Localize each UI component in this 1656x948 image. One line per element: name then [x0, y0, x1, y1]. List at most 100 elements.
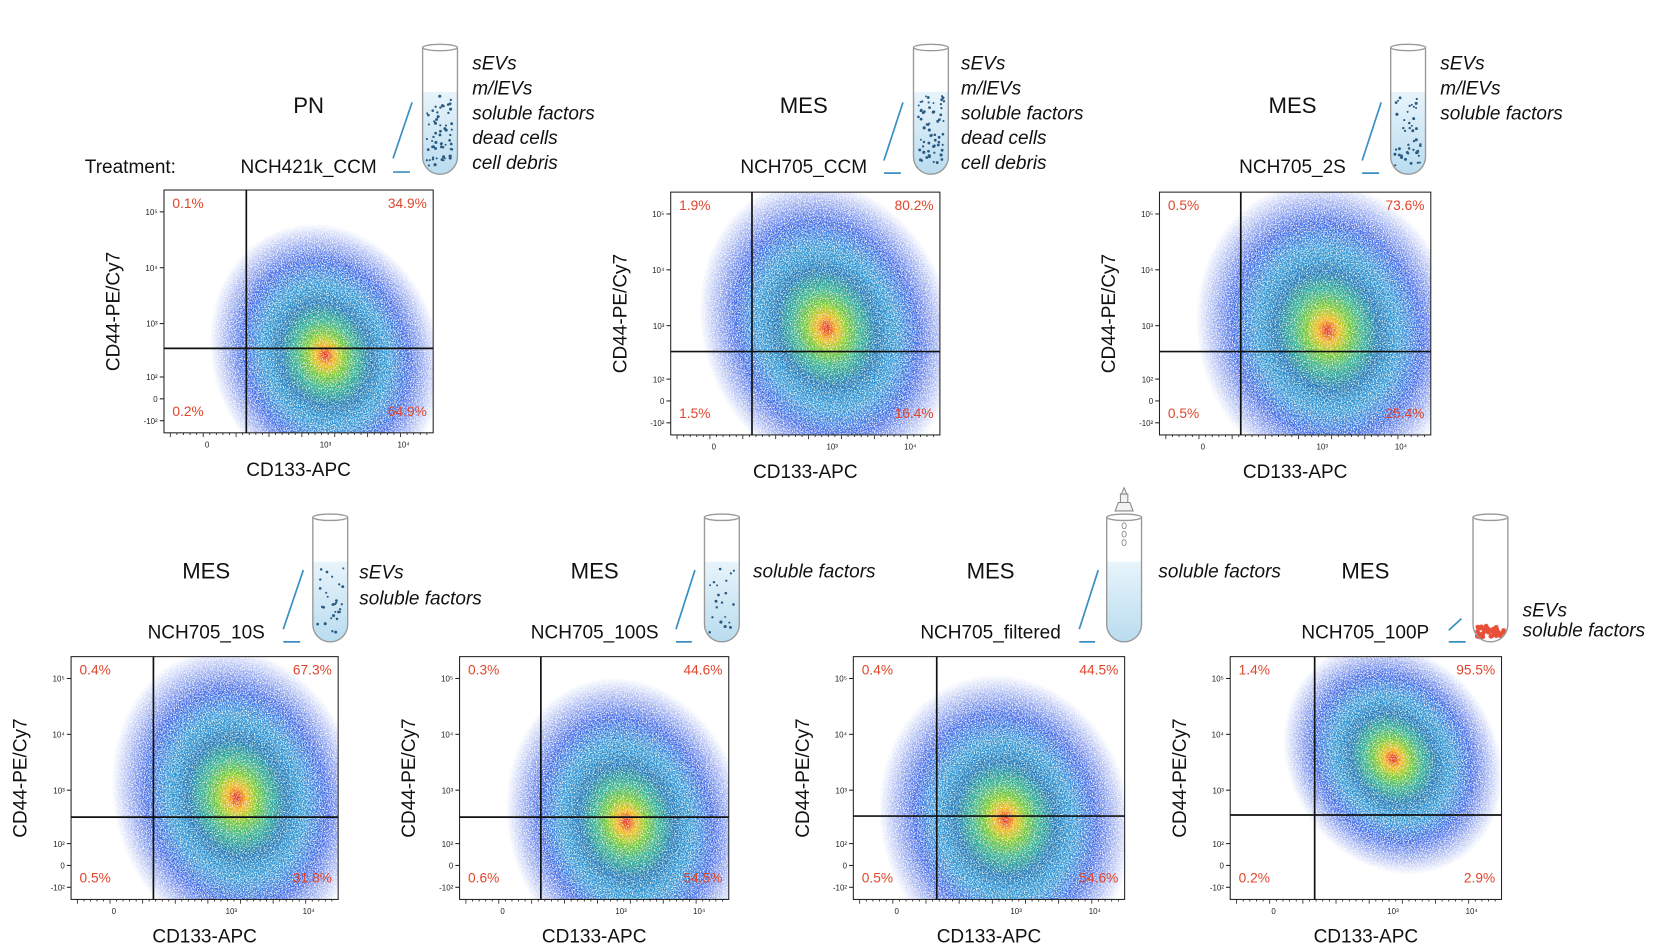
tube-particle — [1412, 117, 1416, 121]
tube-particle — [937, 140, 941, 144]
quadrant-value: 95.5% — [1456, 663, 1495, 678]
y-tick-label: -10² — [439, 883, 453, 892]
tube-particle — [1415, 107, 1418, 109]
tube-particle — [711, 616, 714, 619]
density-core — [1332, 694, 1454, 823]
tube-particle — [435, 117, 439, 121]
y-tick-label: 10⁵ — [53, 675, 65, 684]
tube — [912, 47, 950, 175]
tube-particle — [434, 105, 437, 108]
y-tick-label: -10² — [51, 883, 65, 892]
tube — [1106, 517, 1143, 643]
tube-particle — [335, 617, 339, 621]
tube-particle — [708, 631, 711, 634]
y-tick-label: 10⁴ — [145, 264, 157, 273]
tube-particle — [1417, 154, 1420, 157]
quadrant-value: 0.5% — [1168, 406, 1199, 421]
tube-particle — [1419, 143, 1422, 146]
y-tick-label: 10³ — [146, 320, 158, 329]
x-tick-label: 10⁴ — [1089, 907, 1101, 916]
tube-particle — [1403, 129, 1407, 132]
density-core — [756, 246, 897, 410]
y-tick-label: 10⁴ — [441, 730, 453, 739]
tube-particle — [449, 133, 452, 137]
tube-particle — [936, 143, 940, 147]
density-cloud — [506, 677, 729, 900]
tube-particle — [926, 96, 930, 99]
quadrant-value: 1.4% — [1239, 663, 1270, 678]
x-axis-label: CD133-APC — [246, 460, 351, 481]
tube-particle — [440, 104, 445, 108]
x-axis-label: CD133-APC — [937, 927, 1042, 948]
y-tick-label: 10⁵ — [146, 208, 158, 217]
tube-rim — [1389, 43, 1427, 52]
tube-particle — [316, 622, 320, 626]
tube-particle — [337, 610, 340, 614]
tube — [1389, 47, 1427, 175]
quadrant-value: 64.9% — [388, 404, 427, 419]
tube-particle — [1412, 139, 1416, 143]
content-item: cell debris — [961, 153, 1047, 174]
tube-particle — [427, 164, 430, 167]
y-tick-label: -10² — [1210, 883, 1224, 892]
quadrant-value: 67.3% — [293, 663, 332, 678]
quadrant-value: 2.9% — [1464, 871, 1495, 886]
tube-particle — [732, 569, 735, 572]
pellet-particle — [1485, 628, 1491, 634]
tube-particle — [427, 123, 430, 126]
tube-particle — [933, 144, 936, 147]
tube-particle — [927, 128, 931, 132]
tube-particle — [1415, 97, 1418, 101]
tube-particle — [1406, 110, 1409, 113]
quadrant-value: 34.9% — [388, 196, 427, 211]
y-tick-label: 10⁴ — [1212, 730, 1224, 739]
tube-particle — [321, 605, 324, 609]
tube-particle — [729, 625, 732, 629]
y-tick-label: 10³ — [1142, 322, 1154, 331]
tube-particle — [1414, 138, 1418, 142]
y-tick-label: 10³ — [53, 786, 65, 795]
content-item: soluble factors — [472, 103, 595, 124]
tube-particle — [439, 129, 442, 133]
tube-particle — [323, 622, 327, 626]
tube-particle — [917, 104, 920, 107]
tube-particle — [1397, 153, 1401, 157]
x-axis-label: CD133-APC — [1243, 462, 1348, 483]
content-item: soluble factors — [359, 588, 482, 609]
y-tick-label: 10² — [836, 840, 848, 849]
tube-particle — [925, 156, 929, 159]
tube-particle — [716, 584, 719, 587]
y-tick-label: -10² — [1139, 419, 1153, 428]
tube-particle — [335, 599, 338, 602]
content-item: soluble factors — [1523, 621, 1646, 642]
tube-particle — [917, 115, 920, 119]
plot-frame — [163, 189, 434, 434]
tube-particle — [929, 134, 933, 138]
y-tick-label: 10² — [146, 373, 158, 382]
y-tick-label: -10² — [650, 419, 664, 428]
tube-particle — [448, 154, 452, 158]
tube-particle — [724, 591, 728, 595]
density-cloud — [878, 674, 1125, 900]
tube-particle — [434, 121, 438, 125]
plot-frame — [459, 656, 730, 900]
y-tick-label: -10² — [833, 883, 847, 892]
tube-particle — [921, 100, 924, 103]
content-item: dead cells — [472, 128, 558, 149]
x-axis-label: CD133-APC — [152, 927, 257, 948]
y-tick-label: 10⁴ — [1141, 266, 1153, 275]
tube-particle — [932, 102, 935, 105]
tube-particle — [1408, 121, 1411, 125]
y-axis-label: CD44-PE/Cy7 — [793, 718, 814, 837]
plot-frame — [70, 656, 339, 900]
content-item: soluble factors — [1158, 561, 1281, 582]
tube-particle — [432, 135, 435, 139]
x-tick-label: 0 — [205, 441, 210, 450]
tube-particle — [449, 142, 453, 146]
tube-particle — [325, 591, 328, 594]
content-item: m/lEVs — [472, 78, 533, 99]
y-tick-label: 10³ — [836, 786, 848, 795]
tube-particle — [338, 583, 341, 586]
tube-particle — [433, 163, 437, 167]
content-item: dead cells — [961, 128, 1047, 149]
